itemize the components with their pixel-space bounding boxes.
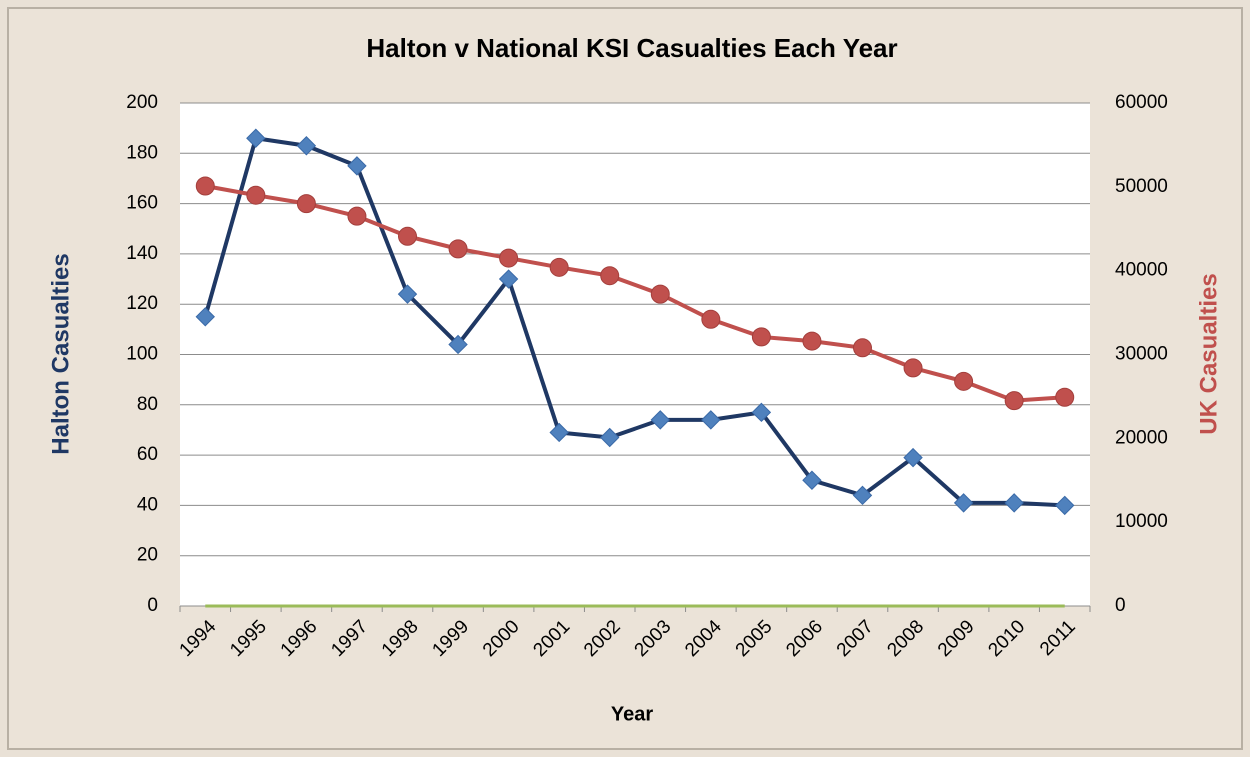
y2-tick-label: 0 (1115, 595, 1126, 616)
marker (802, 470, 822, 490)
y-tick-label: 100 (126, 344, 158, 365)
marker (1055, 387, 1075, 407)
y-tick-label: 180 (126, 142, 158, 163)
marker (1055, 495, 1075, 516)
marker (499, 248, 519, 268)
marker (448, 239, 468, 259)
marker (1004, 493, 1024, 513)
marker (802, 331, 822, 351)
y2-tick-label: 60000 (1115, 92, 1168, 113)
marker (650, 410, 670, 430)
y-tick-label: 140 (126, 243, 158, 264)
marker (397, 284, 418, 304)
marker (398, 226, 417, 246)
y-tick-label: 40 (137, 494, 158, 515)
y-tick-label: 160 (126, 193, 158, 214)
marker (549, 422, 569, 443)
marker (701, 309, 721, 329)
marker (1004, 391, 1024, 411)
marker (852, 485, 873, 506)
marker (954, 371, 974, 391)
y-tick-label: 120 (126, 293, 158, 314)
marker (751, 327, 771, 347)
y2-tick-label: 40000 (1115, 260, 1168, 281)
marker (246, 128, 266, 148)
marker (903, 447, 923, 468)
y-axis-label: Halton Casualties (47, 253, 74, 454)
y2-axis-label: UK Casualties (1195, 273, 1222, 434)
marker (296, 194, 316, 214)
y2-tick-label: 10000 (1115, 511, 1168, 532)
y2-tick-label: 50000 (1115, 176, 1168, 197)
marker (853, 338, 872, 358)
y-tick-label: 0 (147, 595, 158, 616)
marker (347, 206, 367, 226)
marker (347, 156, 367, 176)
marker (600, 266, 620, 286)
marker (953, 493, 974, 513)
marker (600, 427, 620, 448)
x-axis-label: Year (611, 703, 653, 725)
y-tick-label: 80 (137, 394, 158, 415)
marker (448, 334, 468, 355)
marker (701, 410, 721, 430)
chart-title: Halton v National KSI Casualties Each Ye… (366, 33, 897, 63)
y-tick-label: 60 (137, 444, 158, 465)
marker (751, 402, 772, 423)
marker (549, 257, 569, 277)
y2-tick-label: 20000 (1115, 427, 1168, 448)
y2-tick-label: 30000 (1115, 344, 1168, 365)
marker (903, 358, 923, 378)
marker (296, 136, 317, 156)
marker (195, 307, 215, 327)
marker (498, 269, 519, 289)
y-tick-label: 20 (137, 545, 158, 566)
marker (195, 176, 215, 196)
marker (650, 284, 670, 304)
marker (246, 185, 266, 205)
series-line (203, 135, 1065, 508)
y-tick-label: 200 (126, 92, 158, 113)
